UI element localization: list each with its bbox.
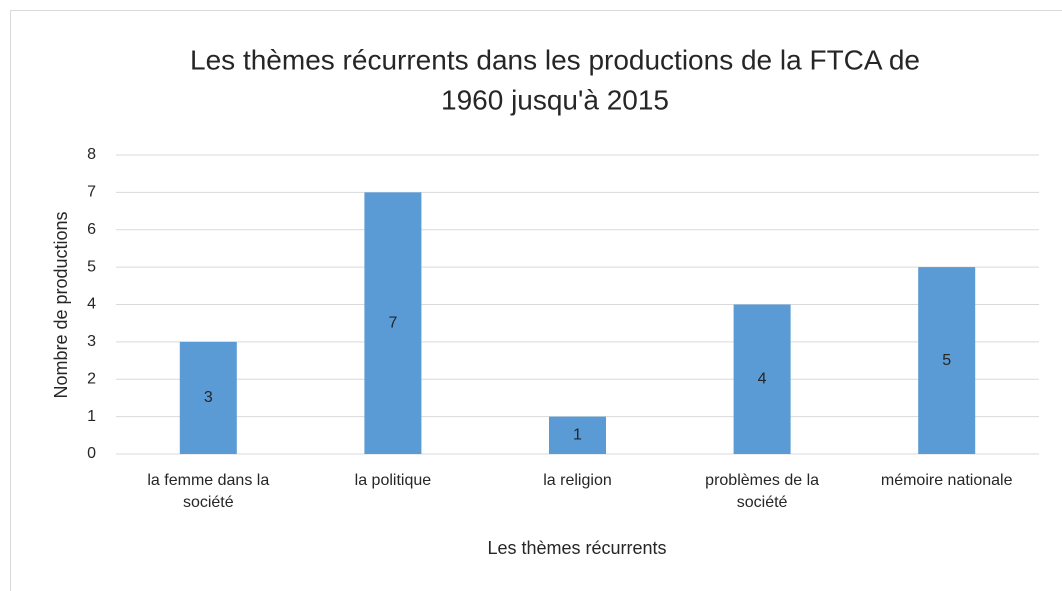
y-axis-title: Nombre de productions <box>51 211 71 398</box>
chart-title: 1960 jusqu'à 2015 <box>441 84 669 115</box>
chart-border <box>10 10 1062 591</box>
bar <box>179 341 237 454</box>
y-tick-label: 5 <box>87 258 96 275</box>
data-label: 5 <box>942 352 951 369</box>
y-tick-label: 0 <box>87 445 96 462</box>
data-label: 7 <box>388 314 397 331</box>
y-tick-label: 3 <box>87 333 96 350</box>
data-label: 3 <box>204 389 213 406</box>
chart-title: Les thèmes récurrents dans les productio… <box>190 44 920 75</box>
data-label: 1 <box>573 427 582 444</box>
bar <box>364 192 422 454</box>
x-tick-label: problèmes de la société <box>705 472 820 511</box>
y-tick-label: 4 <box>87 296 96 313</box>
bar <box>733 304 791 454</box>
y-tick-label: 1 <box>87 408 96 425</box>
bar <box>549 416 606 454</box>
x-tick-label: la femme dans la société <box>147 472 270 511</box>
data-label: 4 <box>758 370 767 387</box>
y-tick-label: 8 <box>87 146 96 163</box>
y-tick-label: 7 <box>87 184 96 201</box>
y-tick-label: 6 <box>87 221 96 238</box>
y-tick-label: 2 <box>87 370 96 387</box>
x-tick-label: la politique <box>354 472 432 489</box>
x-axis-title: Les thèmes récurrents <box>487 538 666 558</box>
x-tick-label: mémoire nationale <box>880 472 1013 489</box>
x-tick-label: la religion <box>543 472 612 489</box>
bar <box>918 267 976 454</box>
